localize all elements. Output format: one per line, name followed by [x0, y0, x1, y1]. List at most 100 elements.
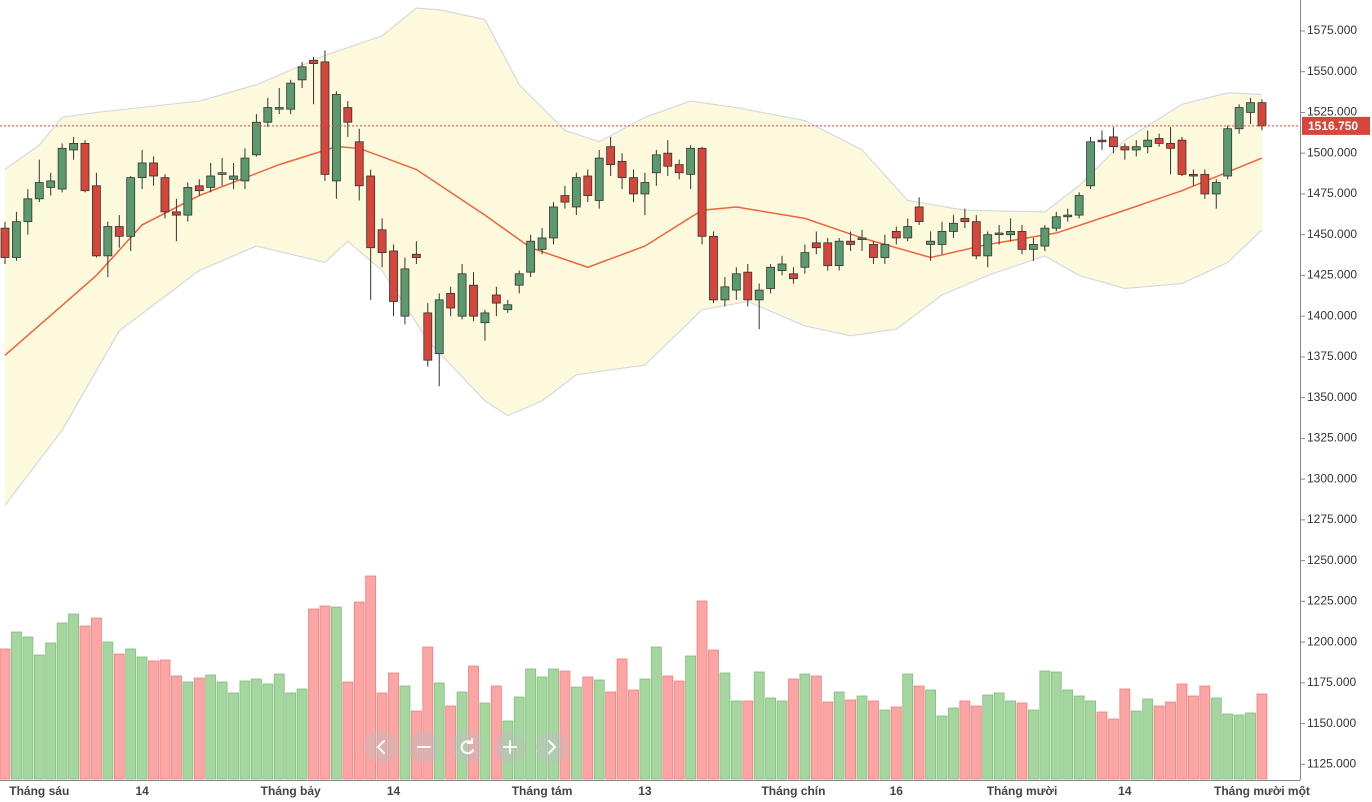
- candle-body: [651, 154, 661, 174]
- y-tick-label: 1400.000: [1307, 308, 1357, 322]
- volume-bar: [422, 646, 434, 780]
- y-tick-label: 1500.000: [1307, 145, 1357, 159]
- volume-bar: [685, 655, 697, 780]
- candle-body: [560, 195, 570, 203]
- candle-body: [537, 237, 547, 250]
- volume-bar: [1085, 700, 1096, 780]
- candle-body: [663, 152, 673, 167]
- candle-body: [994, 232, 1004, 236]
- candle-body: [309, 59, 318, 64]
- volume-bar: [456, 691, 468, 780]
- y-tick-label: 1425.000: [1307, 268, 1357, 282]
- candle-body: [12, 221, 21, 258]
- volume-bar: [570, 686, 582, 780]
- volume-bar: [788, 678, 799, 780]
- volume-bar: [1005, 700, 1016, 780]
- volume-bar: [730, 700, 742, 780]
- volume-bar: [1199, 685, 1211, 780]
- candle-body: [686, 147, 696, 175]
- volume-bar: [228, 692, 239, 780]
- volume-bar: [582, 676, 594, 780]
- volume-bar: [468, 665, 479, 780]
- volume-bar: [193, 677, 205, 780]
- candle-body: [240, 157, 250, 182]
- candle-body: [229, 175, 238, 180]
- y-tick-label: 1375.000: [1307, 349, 1357, 363]
- volume-bar: [970, 705, 982, 780]
- candle-body: [1246, 102, 1255, 113]
- reset-button[interactable]: [451, 731, 483, 763]
- volume-bar: [845, 699, 856, 780]
- candle-body: [926, 240, 935, 245]
- candle-body: [423, 312, 433, 361]
- y-tick-label: 1350.000: [1307, 390, 1357, 404]
- volume-bar: [102, 641, 114, 780]
- volume-bar: [799, 673, 811, 780]
- candle-body: [709, 235, 718, 301]
- volume-bar: [1256, 693, 1268, 780]
- y-tick-label: 1200.000: [1307, 634, 1357, 648]
- navigation: [365, 731, 568, 763]
- candle-body: [469, 284, 478, 317]
- volume-bar: [913, 685, 925, 780]
- candle-body: [69, 143, 78, 151]
- volume-bar: [513, 696, 525, 780]
- candle-body: [354, 141, 364, 187]
- volume-bar: [765, 697, 777, 780]
- candle-body: [880, 244, 890, 258]
- candle-body: [960, 217, 970, 223]
- zoom-out-button[interactable]: [408, 731, 440, 763]
- candle-body: [914, 206, 924, 223]
- volume-bar: [56, 622, 68, 780]
- volume-bar: [376, 692, 388, 780]
- volume-bar: [125, 648, 137, 780]
- x-tick-label: Tháng tám: [512, 784, 573, 798]
- candle-body: [1166, 143, 1175, 149]
- bollinger-upper: [4, 7, 1262, 213]
- volume-bar: [1062, 689, 1074, 780]
- volume-bar: [833, 691, 845, 780]
- volume-bar: [742, 700, 754, 780]
- x-tick-label: Tháng chín: [761, 784, 825, 798]
- zoom-in-button[interactable]: [494, 731, 526, 763]
- candle-body: [1120, 146, 1130, 151]
- candle-body: [57, 147, 67, 190]
- volume-bar: [342, 681, 354, 780]
- candle-body: [286, 82, 296, 110]
- volume-bar: [388, 672, 399, 780]
- candle-body: [400, 268, 410, 317]
- volume-bar: [216, 681, 228, 780]
- scroll-left-button[interactable]: [365, 731, 397, 763]
- candle-body: [434, 299, 444, 355]
- volume-bar: [948, 707, 959, 780]
- volume-bar: [1188, 695, 1199, 780]
- volume-bar: [982, 694, 994, 780]
- candle-body: [869, 244, 878, 258]
- y-tick-label: 1150.000: [1307, 716, 1356, 730]
- candle-body: [549, 206, 558, 239]
- scroll-right-button[interactable]: [536, 731, 568, 763]
- volume-bar: [308, 608, 319, 780]
- x-tick-label: 14: [1118, 784, 1132, 798]
- candle-body: [320, 61, 330, 175]
- volume-bar: [1222, 713, 1234, 780]
- candle-body: [1051, 216, 1061, 229]
- volume-bar: [1039, 670, 1051, 780]
- volume-bar: [410, 710, 422, 780]
- volume-bar: [936, 715, 948, 780]
- candle-body: [674, 164, 684, 174]
- candle-body: [823, 242, 833, 267]
- volume-bar: [91, 617, 102, 780]
- volume-bar: [650, 646, 662, 780]
- volume-bar: [479, 702, 491, 780]
- candle-body: [137, 162, 147, 179]
- candle-body: [526, 240, 536, 273]
- volume-bar: [1050, 671, 1062, 780]
- candle-body: [1029, 244, 1038, 250]
- candle-body: [366, 175, 376, 249]
- volume-bar: [1233, 714, 1245, 780]
- candle-body: [114, 226, 124, 237]
- candle-body: [1074, 195, 1084, 216]
- candle-body: [800, 252, 810, 268]
